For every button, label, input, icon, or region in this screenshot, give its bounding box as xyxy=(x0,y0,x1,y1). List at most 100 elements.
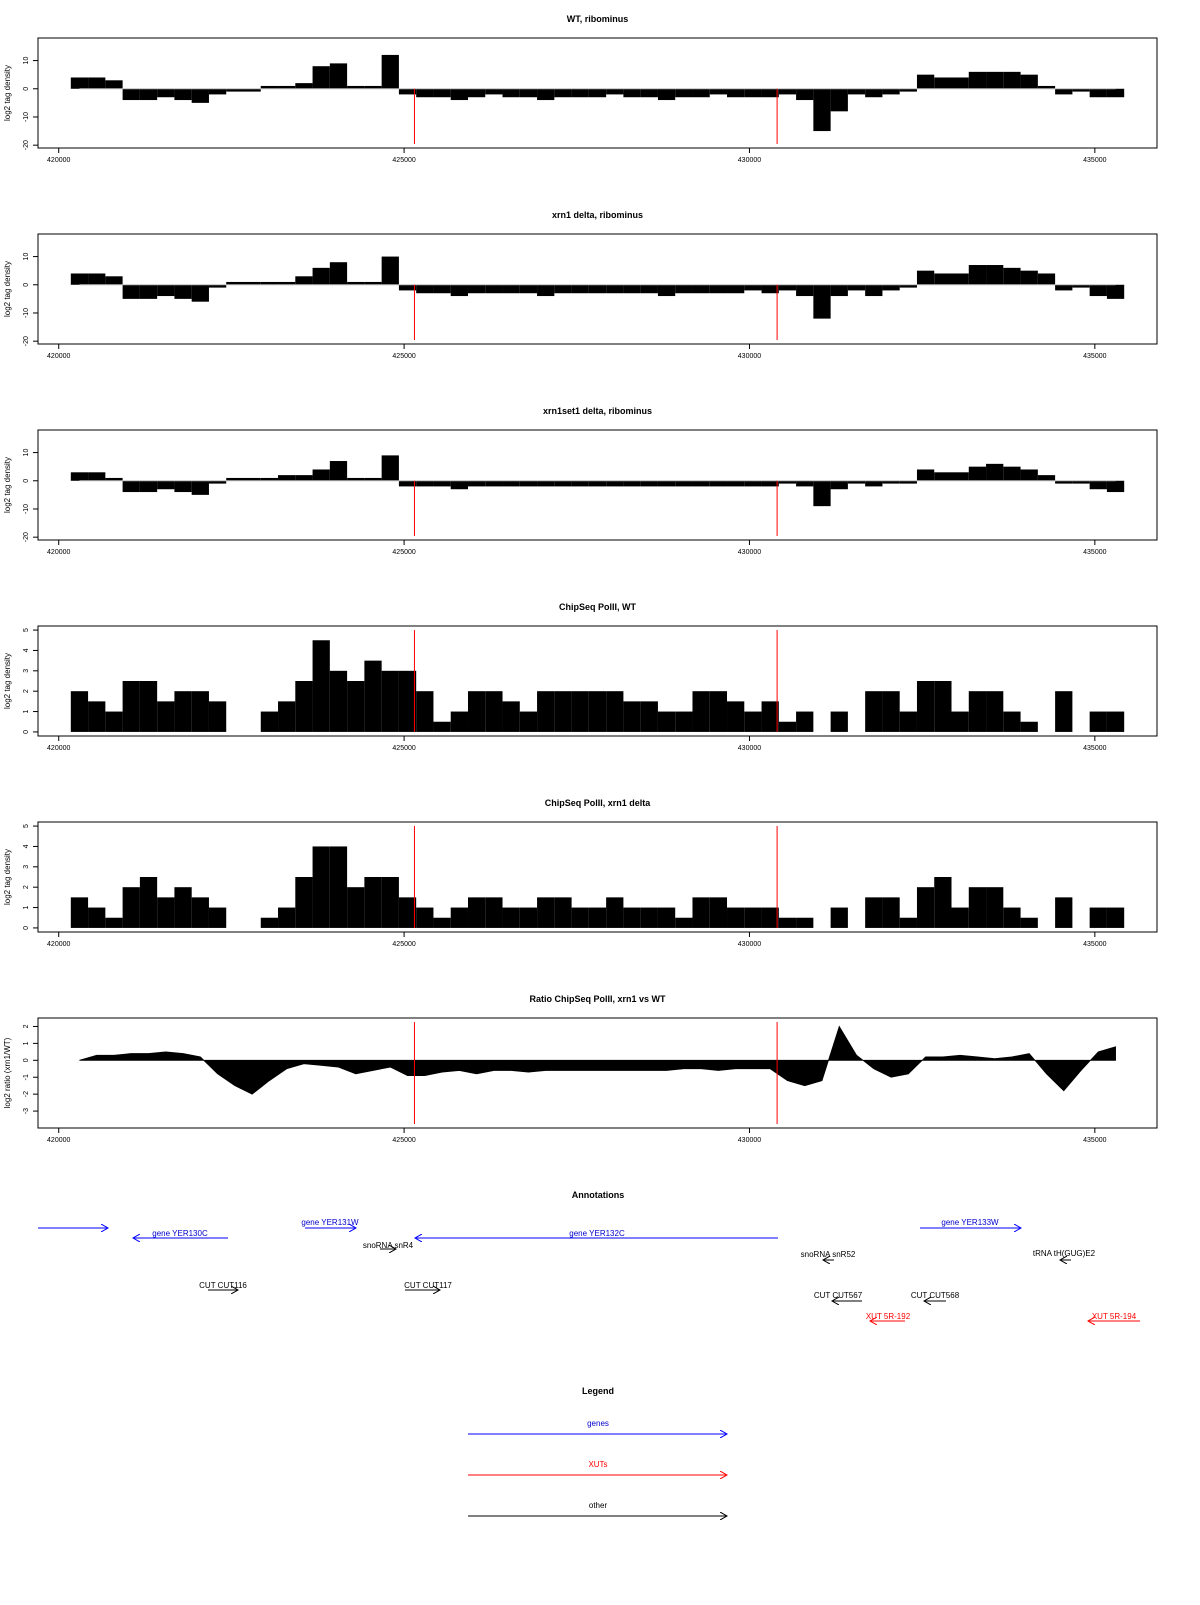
bar xyxy=(554,897,572,928)
bar xyxy=(865,480,883,487)
bar xyxy=(174,887,192,928)
feature-label: CUT CUT568 xyxy=(911,1291,960,1300)
bar xyxy=(657,480,676,487)
bar xyxy=(554,691,572,732)
bar xyxy=(70,472,89,481)
y-tick-label: 0 xyxy=(23,283,30,287)
bar xyxy=(1003,907,1021,928)
bar xyxy=(1089,284,1107,297)
bar xyxy=(1055,88,1073,95)
bar xyxy=(951,711,969,732)
bar xyxy=(260,477,279,481)
y-tick-label: 4 xyxy=(23,844,30,848)
bar xyxy=(312,66,330,89)
bar xyxy=(105,711,123,732)
bar xyxy=(226,477,244,481)
bar xyxy=(554,88,572,98)
bar xyxy=(295,83,313,89)
panel: xrn1set1 delta, ribominus log2 tag densit… xyxy=(3,406,1158,556)
bar xyxy=(761,701,779,732)
bar xyxy=(208,701,227,732)
bar xyxy=(744,88,762,98)
bar xyxy=(537,480,555,487)
bar xyxy=(623,284,641,294)
bar xyxy=(467,284,486,294)
x-tick-label: 435000 xyxy=(1083,353,1106,360)
bar xyxy=(226,88,244,92)
bar xyxy=(640,88,658,98)
bar xyxy=(433,88,451,98)
bar xyxy=(606,88,624,95)
panel-title: xrn1set1 delta, ribominus xyxy=(543,406,652,416)
bar xyxy=(450,907,468,928)
bar xyxy=(485,88,503,95)
bar xyxy=(934,877,952,928)
bar xyxy=(88,273,106,285)
bar xyxy=(675,917,693,928)
bar xyxy=(588,88,607,98)
y-tick-label: 2 xyxy=(23,689,30,693)
bar xyxy=(485,480,503,487)
bar xyxy=(882,480,900,484)
bar xyxy=(657,88,676,101)
y-axis-label: log2 tag density xyxy=(3,849,12,905)
bar xyxy=(692,480,710,487)
bar xyxy=(1003,466,1021,481)
bar xyxy=(208,480,227,484)
x-tick-label: 420000 xyxy=(47,745,70,752)
bar xyxy=(1106,907,1125,928)
bar xyxy=(295,877,313,928)
bar xyxy=(1089,480,1107,490)
bar xyxy=(571,88,589,98)
bar xyxy=(761,480,779,487)
bar xyxy=(485,284,503,294)
bar xyxy=(139,284,158,299)
bar xyxy=(174,88,192,101)
feature-label: gene YER131W xyxy=(301,1218,359,1227)
y-tick-label: 3 xyxy=(23,865,30,869)
bar xyxy=(986,887,1004,928)
bar xyxy=(830,284,848,297)
annotations: Annotations gene YER130C gene YER131W sn… xyxy=(38,1190,1140,1321)
bar xyxy=(208,284,227,288)
x-tick-label: 430000 xyxy=(738,353,761,360)
x-tick-label: 425000 xyxy=(392,745,415,752)
y-tick-label: 5 xyxy=(23,628,30,632)
bar xyxy=(899,711,917,732)
feature-label: snoRNA snR4 xyxy=(363,1241,414,1250)
bar xyxy=(1106,88,1125,98)
bar xyxy=(433,721,451,732)
panel-title: ChipSeq PolII, xrn1 delta xyxy=(545,798,652,808)
bar xyxy=(761,284,779,294)
bar xyxy=(364,877,382,928)
bar xyxy=(364,85,382,89)
bar xyxy=(70,897,89,928)
bar xyxy=(105,276,123,285)
bar xyxy=(796,284,814,297)
y-tick-label: -20 xyxy=(23,532,30,542)
y-tick-label: 2 xyxy=(23,1024,30,1028)
bar xyxy=(865,284,883,297)
bar xyxy=(778,480,797,484)
bar xyxy=(191,480,209,495)
bar xyxy=(830,88,848,112)
y-tick-label: 4 xyxy=(23,648,30,652)
bar xyxy=(899,88,917,92)
bar xyxy=(675,711,693,732)
bar xyxy=(312,846,330,928)
bar xyxy=(329,846,348,928)
bar xyxy=(467,88,486,98)
bar xyxy=(830,711,848,732)
x-tick-label: 425000 xyxy=(392,157,415,164)
bar xyxy=(899,917,917,928)
bar xyxy=(381,256,399,285)
bar xyxy=(986,463,1004,481)
bar xyxy=(1106,711,1125,732)
bar xyxy=(502,907,520,928)
bar xyxy=(537,691,555,732)
feature-label: XUT 5R-192 xyxy=(866,1312,911,1321)
legend: Legend genes XUTs other xyxy=(468,1386,727,1516)
bar xyxy=(899,480,917,484)
bar xyxy=(554,284,572,294)
bar xyxy=(139,681,158,732)
